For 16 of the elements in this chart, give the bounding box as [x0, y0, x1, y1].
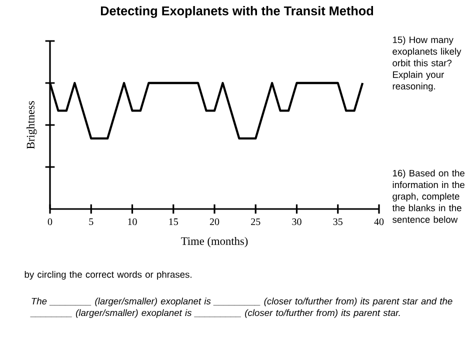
- x-tick-label: 0: [48, 218, 52, 226]
- x-axis-title: Time (months): [181, 236, 248, 248]
- x-tick-label: 15: [169, 218, 178, 226]
- x-tick-label: 35: [333, 218, 342, 226]
- x-tick-label: 10: [128, 218, 137, 226]
- x-tick-label: 20: [210, 218, 220, 226]
- text: by circling the correct words or phrases.: [24, 270, 192, 280]
- text: 16) Based on the information in the graph, complete the blanks in the sentence below: [392, 170, 464, 223]
- x-tick-label: 25: [251, 218, 260, 226]
- x-tick-label: 40: [374, 218, 384, 226]
- text: The ________ (larger/smaller) exoplanet is _________ (closer to/further from) its parent star and the ________ (larger/smaller) exoplanet is _________ (closer to/further from) its parent star.: [30, 298, 452, 318]
- y-axis-title: Brightness: [26, 101, 37, 149]
- x-tick-label: 5: [89, 218, 94, 226]
- text: 15) How many exoplanets likely orbit this star? Explain your reasoning.: [392, 36, 462, 92]
- chart-title: Detecting Exoplanets with the Transit Method: [100, 6, 374, 18]
- x-tick-label: 30: [292, 218, 302, 226]
